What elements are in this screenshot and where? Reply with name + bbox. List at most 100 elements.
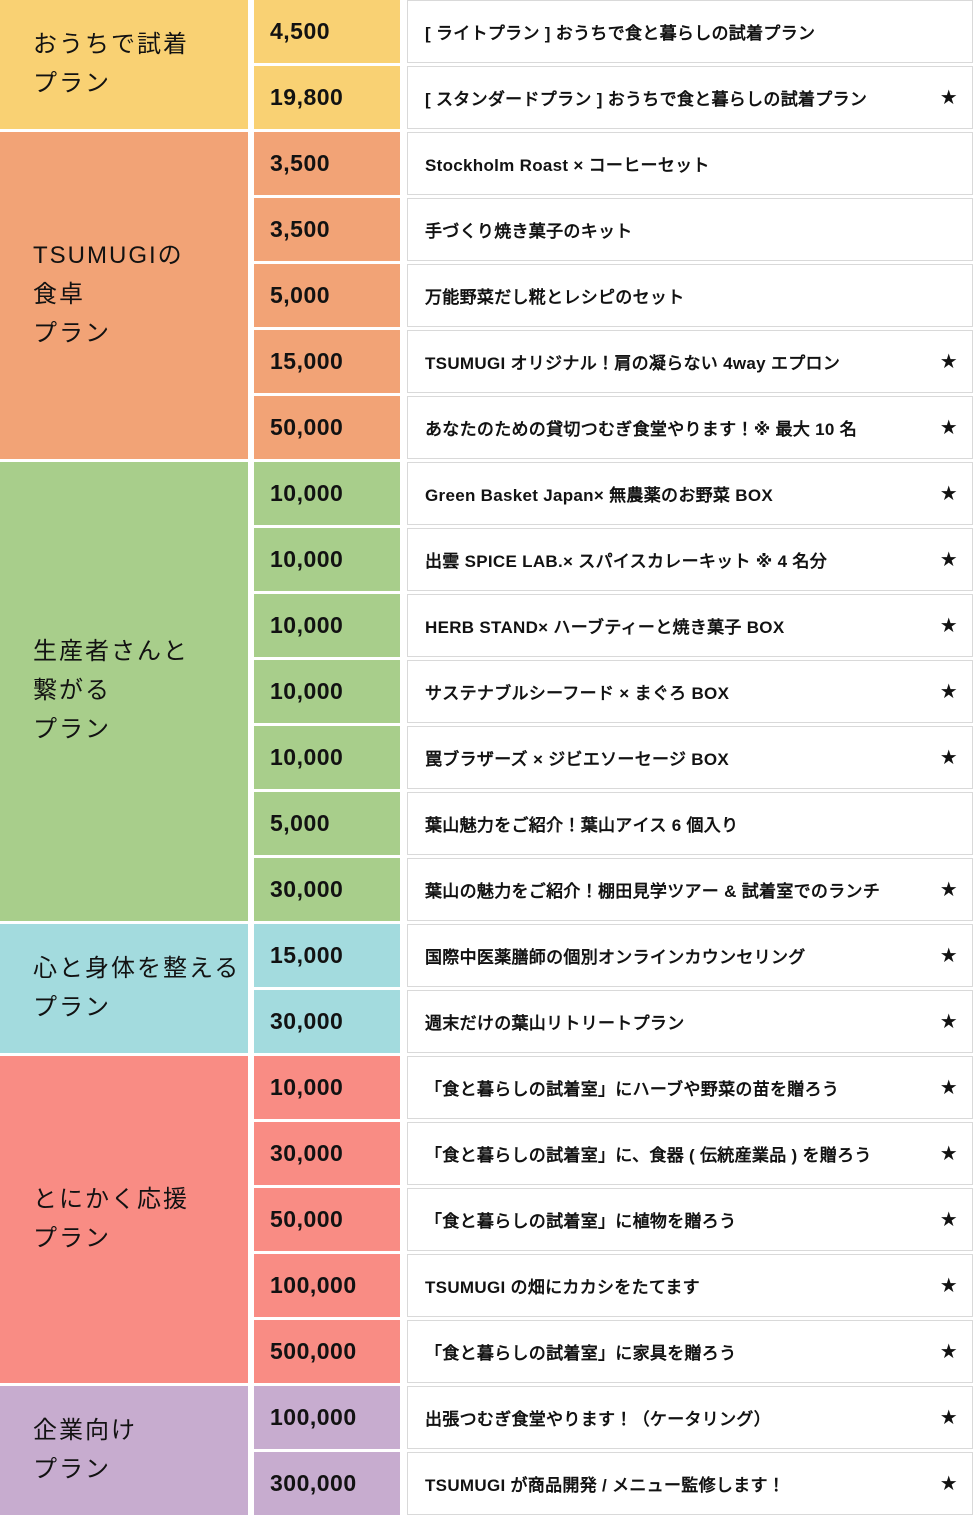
plan-row: 50,000 「食と暮らしの試着室」に植物を贈ろう ★ bbox=[254, 1188, 973, 1251]
plan-row: 30,000 葉山の魅力をご紹介！棚田見学ツアー & 試着室でのランチ ★ bbox=[254, 858, 973, 921]
item-label: Green Basket Japan× 無農薬のお野菜 BOX bbox=[425, 486, 773, 505]
price-cell: 10,000 bbox=[254, 1056, 400, 1119]
star-icon: ★ bbox=[939, 1340, 958, 1363]
plan-row: 19,800 [ スタンダードプラン ] おうちで食と暮らしの試着プラン ★ bbox=[254, 66, 973, 129]
plan-rows: 3,500 Stockholm Roast × コーヒーセット 3,500 手づ… bbox=[254, 132, 973, 459]
item-label: サステナブルシーフード × まぐろ BOX bbox=[425, 684, 730, 703]
plan-section: TSUMUGIの 食卓 プラン 3,500 Stockholm Roast × コー… bbox=[0, 132, 973, 459]
item-label: Stockholm Roast × コーヒーセット bbox=[425, 156, 710, 175]
plan-category-label-line: 心と身体を整える bbox=[33, 954, 241, 982]
plan-category-cell: とにかく応援 プラン bbox=[0, 1056, 248, 1383]
item-label: 葉山魅力をご紹介！葉山アイス 6 個入り bbox=[425, 816, 739, 835]
item-label: TSUMUGI オリジナル！肩の凝らない 4way エプロン bbox=[425, 354, 841, 373]
price-cell: 15,000 bbox=[254, 330, 400, 393]
price-cell: 10,000 bbox=[254, 660, 400, 723]
star-icon: ★ bbox=[939, 350, 958, 373]
price-cell: 100,000 bbox=[254, 1386, 400, 1449]
price-cell: 5,000 bbox=[254, 792, 400, 855]
description-cell: 国際中医薬膳師の個別オンラインカウンセリング ★ bbox=[407, 924, 973, 987]
plan-category-label-line: 生産者さんと bbox=[33, 638, 189, 666]
plan-category-label-line: プラン bbox=[33, 1224, 111, 1252]
plan-category-label-line: プラン bbox=[33, 319, 111, 347]
plan-row: 50,000 あなたのための貸切つむぎ食堂やります！※ 最大 10 名 ★ bbox=[254, 396, 973, 459]
plan-row: 30,000 週末だけの葉山リトリートプラン ★ bbox=[254, 990, 973, 1053]
price-cell: 19,800 bbox=[254, 66, 400, 129]
plan-row: 5,000 葉山魅力をご紹介！葉山アイス 6 個入り bbox=[254, 792, 973, 855]
item-label: HERB STAND× ハーブティーと焼き菓子 BOX bbox=[425, 618, 785, 637]
plan-category-label-line: とにかく応援 bbox=[33, 1185, 189, 1213]
plan-row: 10,000 HERB STAND× ハーブティーと焼き菓子 BOX ★ bbox=[254, 594, 973, 657]
description-cell: 週末だけの葉山リトリートプラン ★ bbox=[407, 990, 973, 1053]
star-icon: ★ bbox=[939, 1076, 958, 1099]
description-cell: 罠ブラザーズ × ジビエソーセージ BOX ★ bbox=[407, 726, 973, 789]
price-cell: 500,000 bbox=[254, 1320, 400, 1383]
price-cell: 50,000 bbox=[254, 396, 400, 459]
price-cell: 10,000 bbox=[254, 528, 400, 591]
plan-row: 100,000 TSUMUGI の畑にカカシをたてます ★ bbox=[254, 1254, 973, 1317]
plan-row: 10,000 罠ブラザーズ × ジビエソーセージ BOX ★ bbox=[254, 726, 973, 789]
description-cell: 「食と暮らしの試着室」にハーブや野菜の苗を贈ろう ★ bbox=[407, 1056, 973, 1119]
description-cell: 万能野菜だし糀とレシピのセット bbox=[407, 264, 973, 327]
star-icon: ★ bbox=[939, 1472, 958, 1495]
description-cell: 出張つむぎ食堂やります！（ケータリング） ★ bbox=[407, 1386, 973, 1449]
description-cell: あなたのための貸切つむぎ食堂やります！※ 最大 10 名 ★ bbox=[407, 396, 973, 459]
item-label: 手づくり焼き菓子のキット bbox=[425, 222, 633, 241]
price-cell: 15,000 bbox=[254, 924, 400, 987]
plan-section: 生産者さんと 繋がる プラン 10,000 Green Basket Japan× … bbox=[0, 462, 973, 921]
plan-category-label-line: プラン bbox=[33, 69, 111, 97]
price-cell: 3,500 bbox=[254, 132, 400, 195]
item-label: [ スタンダードプラン ] おうちで食と暮らしの試着プラン bbox=[425, 90, 868, 109]
plan-rows: 15,000 国際中医薬膳師の個別オンラインカウンセリング ★ 30,000 週… bbox=[254, 924, 973, 1053]
plan-category-label-line: 食卓 bbox=[33, 281, 85, 309]
description-cell: Stockholm Roast × コーヒーセット bbox=[407, 132, 973, 195]
plan-row: 10,000 サステナブルシーフード × まぐろ BOX ★ bbox=[254, 660, 973, 723]
plan-rows: 10,000 「食と暮らしの試着室」にハーブや野菜の苗を贈ろう ★ 30,000… bbox=[254, 1056, 973, 1383]
price-cell: 50,000 bbox=[254, 1188, 400, 1251]
item-label: 「食と暮らしの試着室」に家具を贈ろう bbox=[425, 1344, 737, 1363]
plan-category-cell: 企業向け プラン bbox=[0, 1386, 248, 1515]
description-cell: サステナブルシーフード × まぐろ BOX ★ bbox=[407, 660, 973, 723]
plan-category-cell: 心と身体を整える プラン bbox=[0, 924, 248, 1053]
description-cell: TSUMUGI の畑にカカシをたてます ★ bbox=[407, 1254, 973, 1317]
price-cell: 100,000 bbox=[254, 1254, 400, 1317]
plan-section: 心と身体を整える プラン 15,000 国際中医薬膳師の個別オンラインカウンセリン… bbox=[0, 924, 973, 1053]
plan-rows: 10,000 Green Basket Japan× 無農薬のお野菜 BOX ★… bbox=[254, 462, 973, 921]
price-cell: 10,000 bbox=[254, 726, 400, 789]
item-label: 葉山の魅力をご紹介！棚田見学ツアー & 試着室でのランチ bbox=[425, 882, 881, 901]
description-cell: 出雲 SPICE LAB.× スパイスカレーキット ※ 4 名分 ★ bbox=[407, 528, 973, 591]
item-label: 「食と暮らしの試着室」に植物を贈ろう bbox=[425, 1212, 737, 1231]
plan-section: 企業向けプラン 100,000 出張つむぎ食堂やります！（ケータリング） ★ 3… bbox=[0, 1386, 973, 1515]
star-icon: ★ bbox=[939, 86, 958, 109]
description-cell: [ スタンダードプラン ] おうちで食と暮らしの試着プラン ★ bbox=[407, 66, 973, 129]
plan-section: とにかく応援 プラン 10,000 「食と暮らしの試着室」にハーブや野菜の苗を贈ろ… bbox=[0, 1056, 973, 1383]
price-cell: 10,000 bbox=[254, 594, 400, 657]
star-icon: ★ bbox=[939, 1208, 958, 1231]
description-cell: 「食と暮らしの試着室」に植物を贈ろう ★ bbox=[407, 1188, 973, 1251]
plan-rows: 100,000 出張つむぎ食堂やります！（ケータリング） ★ 300,000 T… bbox=[254, 1386, 973, 1515]
price-cell: 30,000 bbox=[254, 1122, 400, 1185]
item-label: 出張つむぎ食堂やります！（ケータリング） bbox=[425, 1410, 771, 1429]
star-icon: ★ bbox=[939, 1274, 958, 1297]
star-icon: ★ bbox=[939, 548, 958, 571]
item-label: [ ライトプラン ] おうちで食と暮らしの試着プラン bbox=[425, 24, 816, 43]
item-label: 国際中医薬膳師の個別オンラインカウンセリング bbox=[425, 948, 806, 967]
price-cell: 300,000 bbox=[254, 1452, 400, 1515]
plan-category-label-line: おうちで試着 bbox=[33, 30, 189, 58]
plan-row: 15,000 国際中医薬膳師の個別オンラインカウンセリング ★ bbox=[254, 924, 973, 987]
plan-category-cell: おうちで試着 プラン bbox=[0, 0, 248, 129]
star-icon: ★ bbox=[939, 746, 958, 769]
description-cell: 葉山魅力をご紹介！葉山アイス 6 個入り bbox=[407, 792, 973, 855]
price-cell: 30,000 bbox=[254, 990, 400, 1053]
item-label: 出雲 SPICE LAB.× スパイスカレーキット ※ 4 名分 bbox=[425, 552, 828, 571]
plan-row: 3,500 手づくり焼き菓子のキット bbox=[254, 198, 973, 261]
item-label: 週末だけの葉山リトリートプラン bbox=[425, 1014, 685, 1033]
plan-row: 100,000 出張つむぎ食堂やります！（ケータリング） ★ bbox=[254, 1386, 973, 1449]
plan-category-label-line: プラン bbox=[33, 1455, 111, 1483]
plan-category-label-line: 企業向け bbox=[33, 1416, 137, 1444]
plan-row: 4,500 [ ライトプラン ] おうちで食と暮らしの試着プラン bbox=[254, 0, 973, 63]
plan-row: 30,000 「食と暮らしの試着室」に、食器 ( 伝統産業品 ) を贈ろう ★ bbox=[254, 1122, 973, 1185]
item-label: あなたのための貸切つむぎ食堂やります！※ 最大 10 名 bbox=[425, 420, 858, 439]
plan-row: 15,000 TSUMUGI オリジナル！肩の凝らない 4way エプロン ★ bbox=[254, 330, 973, 393]
description-cell: Green Basket Japan× 無農薬のお野菜 BOX ★ bbox=[407, 462, 973, 525]
